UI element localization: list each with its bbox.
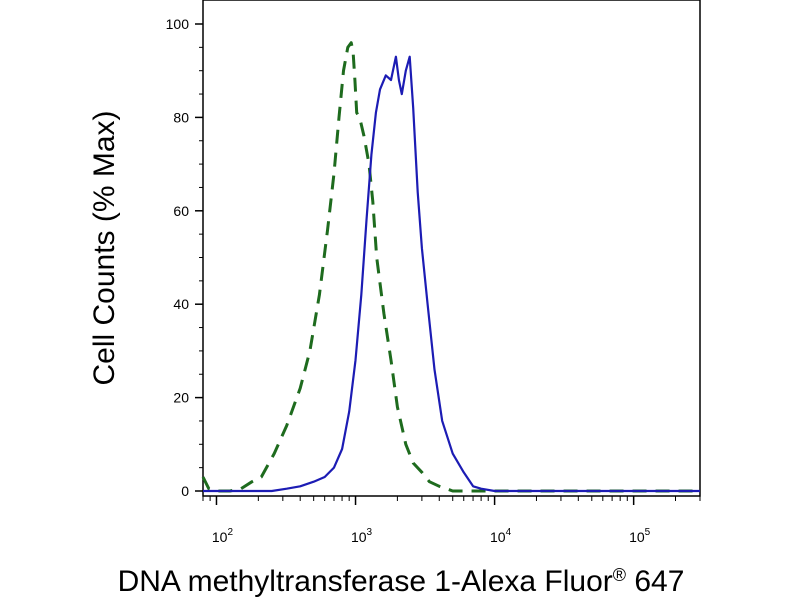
y-tick-label: 20 <box>173 390 189 406</box>
x-tick-label: 105 <box>629 527 651 545</box>
y-tick-label: 0 <box>181 483 189 499</box>
x-tick-label: 104 <box>490 527 512 545</box>
y-tick-label: 80 <box>173 109 189 125</box>
series-line-dashed <box>201 41 700 493</box>
x-tick-label: 102 <box>212 527 234 545</box>
series-layer <box>201 41 700 493</box>
y-tick-label: 100 <box>166 16 190 32</box>
x-axis-ticks: 102 103 104 105 <box>202 496 701 545</box>
x-tick-label: 103 <box>351 527 373 545</box>
plot-frame <box>202 0 701 497</box>
y-axis-ticks: 0 20 40 60 80 100 <box>166 16 203 499</box>
x-axis-title: DNA methyltransferase 1-Alexa Fluor® 647 <box>118 565 685 598</box>
y-axis-title: Cell Counts (% Max) <box>88 110 121 385</box>
y-tick-label: 60 <box>173 203 189 219</box>
series-line-solid <box>203 55 700 493</box>
y-tick-label: 40 <box>173 296 189 312</box>
